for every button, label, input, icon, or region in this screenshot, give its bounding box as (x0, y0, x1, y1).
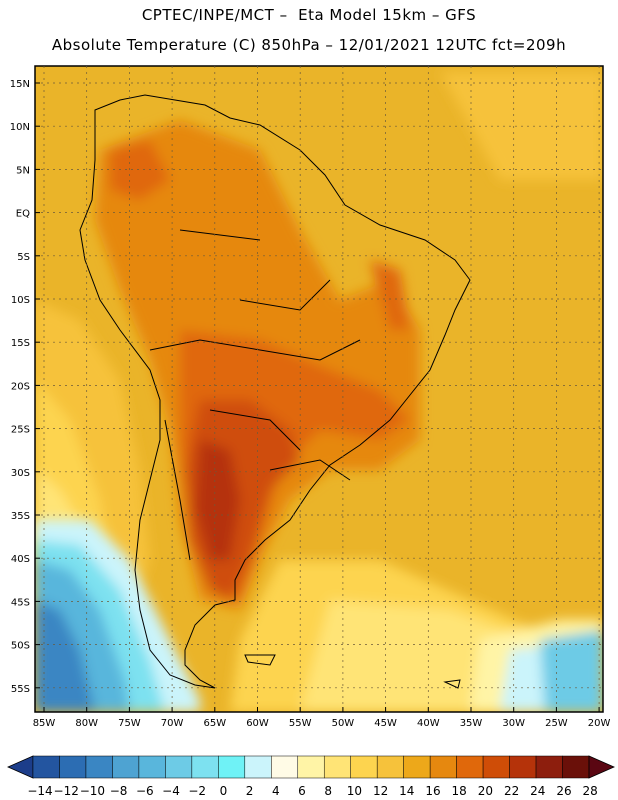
lat-label: 55S (11, 684, 30, 695)
colorbar-swatch (323, 755, 351, 779)
colorbar-swatch (271, 755, 299, 779)
colorbar-label: −10 (80, 784, 105, 798)
lon-label: 85W (33, 718, 56, 729)
colorbar-label: −12 (54, 784, 79, 798)
lat-label: 10N (10, 122, 30, 133)
colorbar-swatch (112, 755, 140, 779)
lon-label: 65W (203, 718, 226, 729)
colorbar-label: −4 (162, 784, 180, 798)
colorbar-label: 10 (347, 784, 362, 798)
lon-label: 40W (417, 718, 440, 729)
colorbar-label: 0 (220, 784, 228, 798)
lat-label: 5S (17, 252, 30, 263)
colorbar (7, 755, 615, 779)
colorbar-label: 6 (298, 784, 306, 798)
lat-label: 35S (11, 511, 30, 522)
lat-label: 15N (10, 79, 30, 90)
colorbar-swatch (456, 755, 484, 779)
colorbar-labels: −14 −12 −10 −8 −6 −4 −2 0 2 4 6 8 10 12 14 16 18 20 22 24 26… (27, 784, 598, 798)
colorbar-label: −6 (136, 784, 154, 798)
colorbar-swatch (429, 755, 457, 779)
colorbar-label: 12 (373, 784, 388, 798)
colorbar-label: 26 (556, 784, 571, 798)
colorbar-swatch (297, 755, 325, 779)
lon-label: 50W (332, 718, 355, 729)
colorbar-label: 2 (246, 784, 254, 798)
colorbar-swatch (403, 755, 431, 779)
latitude-labels: 15N 10N 5N EQ 5S 10S 15S 20S 25S 30S 35S 40S 45S 50S 5… (10, 79, 30, 695)
colorbar-label: 4 (272, 784, 280, 798)
lat-lon-grid (35, 66, 603, 712)
colorbar-label: 28 (583, 784, 598, 798)
colorbar-label: 24 (530, 784, 545, 798)
colorbar-swatch (59, 755, 87, 779)
lat-label: EQ (16, 209, 30, 220)
lat-label: 15S (11, 338, 30, 349)
colorbar-label: −14 (27, 784, 52, 798)
colorbar-swatch (165, 755, 193, 779)
title-line-1: CPTEC/INPE/MCT – Eta Model 15km – GFS (141, 6, 477, 24)
coastlines (79, 94, 471, 689)
colorbar-label: 18 (452, 784, 467, 798)
lat-label: 50S (11, 641, 30, 652)
colorbar-swatch (535, 755, 563, 779)
colorbar-label: −2 (188, 784, 206, 798)
colorbar-label: 16 (425, 784, 440, 798)
temperature-field (35, 66, 603, 712)
longitude-labels: 85W 80W 75W 70W 65W 60W 55W 50W 45W 40W 35W 30W 25W 2… (33, 718, 611, 729)
colorbar-swatch (85, 755, 113, 779)
lat-label: 20S (11, 381, 30, 392)
lon-label: 45W (374, 718, 397, 729)
lat-label: 10S (11, 295, 30, 306)
colorbar-swatch (350, 755, 378, 779)
colorbar-label: 22 (504, 784, 519, 798)
colorbar-min-arrow (7, 755, 34, 779)
colorbar-swatch (32, 755, 60, 779)
lon-label: 55W (289, 718, 312, 729)
colorbar-label: −8 (110, 784, 128, 798)
colorbar-label: 14 (399, 784, 414, 798)
colorbar-label: 20 (478, 784, 493, 798)
lon-label: 60W (246, 718, 269, 729)
colorbar-label: 8 (324, 784, 332, 798)
colorbar-max-arrow (588, 755, 615, 779)
colorbar-swatch (482, 755, 510, 779)
lat-label: 25S (11, 425, 30, 436)
lon-label: 20W (588, 718, 611, 729)
lon-label: 80W (75, 718, 98, 729)
title-line-2: Absolute Temperature (C) 850hPa – 12/01/… (51, 36, 567, 54)
lon-label: 70W (161, 718, 184, 729)
lat-label: 5N (16, 165, 30, 176)
lon-label: 75W (118, 718, 141, 729)
colorbar-swatch (509, 755, 537, 779)
colorbar-swatch (376, 755, 404, 779)
lon-label: 35W (460, 718, 483, 729)
colorbar-swatch (138, 755, 166, 779)
colorbar-swatch (562, 755, 590, 779)
colorbar-swatch (218, 755, 246, 779)
colorbar-swatch (244, 755, 272, 779)
lon-label: 30W (502, 718, 525, 729)
map-frame (34, 65, 604, 713)
lon-label: 25W (545, 718, 568, 729)
colorbar-swatch (191, 755, 219, 779)
lat-label: 40S (11, 554, 30, 565)
lat-label: 30S (11, 468, 30, 479)
lat-label: 45S (11, 597, 30, 608)
